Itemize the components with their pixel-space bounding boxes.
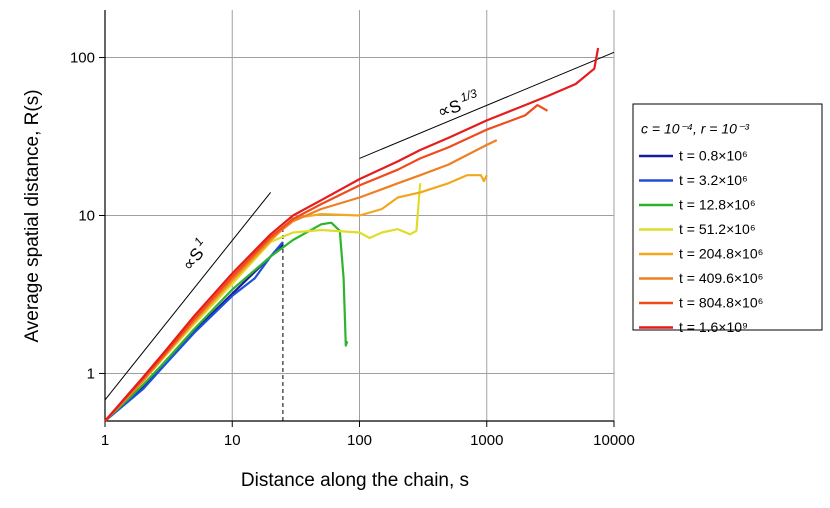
legend-label: t = 3.2×10⁶ [679, 172, 748, 188]
legend-label: t = 204.8×10⁶ [679, 246, 763, 262]
annotation-text: ∝S [435, 96, 463, 122]
y-tick-label: 1 [87, 365, 95, 382]
x-tick-label: 100 [347, 432, 372, 449]
x-tick-label: 10000 [593, 432, 635, 449]
line-series [104, 221, 349, 422]
annotation: ∝S1 [178, 235, 207, 275]
line-series [104, 174, 488, 422]
legend-title: c = 10⁻⁴, r = 10⁻³ [641, 121, 749, 137]
annotation: ∝S1/3 [435, 86, 479, 122]
legend-label: t = 12.8×10⁶ [679, 197, 756, 213]
y-tick-label: 10 [78, 208, 95, 225]
legend-box [632, 103, 823, 331]
legend-label: t = 0.8×10⁶ [679, 148, 748, 164]
line-series [104, 47, 600, 422]
legend-label: t = 1.6×10⁹ [679, 319, 748, 335]
legend-label: t = 804.8×10⁶ [679, 295, 763, 311]
x-tick-label: 1 [101, 432, 109, 449]
x-tick-label: 1000 [470, 432, 503, 449]
legend-label: t = 409.6×10⁶ [679, 270, 763, 286]
legend-label: t = 51.2×10⁶ [679, 221, 756, 237]
y-axis-title: Average spatial distance, R(s) [22, 89, 43, 342]
reference-line [104, 192, 271, 401]
line-series [104, 139, 498, 422]
line-series [104, 183, 422, 422]
y-tick-label: 100 [70, 50, 95, 67]
annotation-text: ∝S [178, 244, 207, 274]
x-axis-title: Distance along the chain, s [241, 470, 469, 491]
reference-line [359, 51, 615, 159]
annotation-exponent: 1/3 [458, 86, 479, 105]
x-tick-label: 10 [224, 432, 241, 449]
line-series [104, 104, 549, 422]
